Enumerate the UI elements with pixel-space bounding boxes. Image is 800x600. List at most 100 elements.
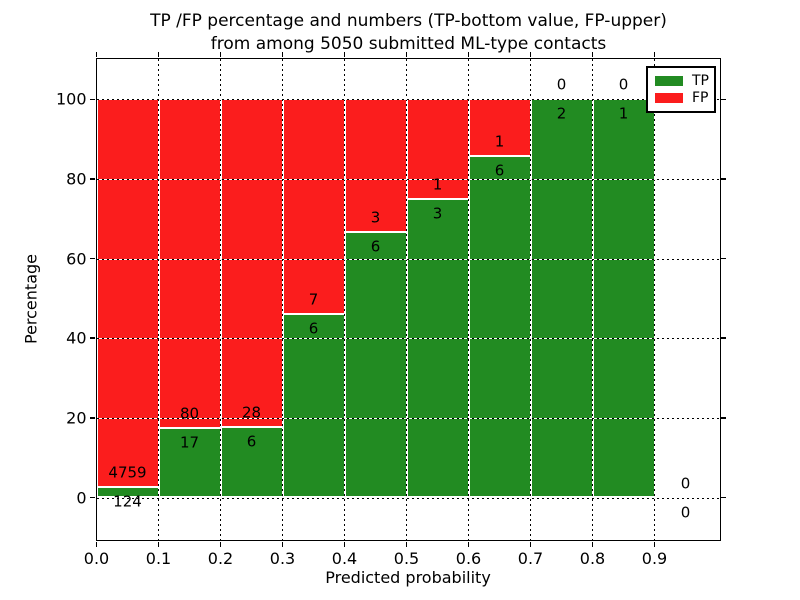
x-tick-mark (343, 541, 346, 547)
fp-bar-segment (158, 99, 221, 428)
y-tick-label: 0 (76, 488, 87, 507)
fp-bar-segment (282, 99, 345, 314)
tp-color-swatch (655, 76, 683, 86)
x-tick-mark-top (219, 52, 222, 57)
x-tick-mark (405, 541, 408, 547)
x-tick-mark-top (591, 52, 594, 57)
chart-title: TP /FP percentage and numbers (TP-bottom… (97, 10, 720, 56)
fp-count-label: 7 (308, 290, 319, 309)
x-tick-mark-top (467, 52, 470, 57)
x-tick-mark-top (281, 52, 284, 57)
y-tick-label: 100 (55, 89, 87, 109)
x-tick-mark (95, 541, 98, 547)
gridline-vertical (406, 58, 407, 540)
y-tick-mark (90, 496, 95, 499)
x-tick-label: 0.9 (641, 549, 668, 568)
gridline-horizontal (96, 258, 720, 260)
tp-count-label: 3 (432, 204, 443, 223)
tp-bar-segment (406, 198, 469, 498)
y-tick-mark-right (721, 178, 726, 180)
tp-bar-segment (282, 313, 345, 498)
y-tick-mark (90, 337, 95, 339)
y-tick-mark-right (721, 257, 726, 260)
x-tick-label: 0.6 (455, 549, 482, 568)
y-tick-mark (90, 257, 95, 260)
x-tick-mark-top (95, 52, 98, 57)
gridline-vertical (530, 58, 531, 540)
tp-count-label: 6 (246, 432, 257, 451)
x-tick-mark (467, 541, 470, 547)
tp-count-label: 124 (113, 492, 142, 511)
x-tick-label: 0.1 (145, 549, 172, 568)
y-tick-mark (90, 178, 95, 180)
fp-count-label: 0 (680, 474, 691, 492)
x-tick-mark-top (529, 52, 532, 57)
tp-bar-segment (220, 427, 283, 498)
fp-count-label: 3 (370, 208, 381, 227)
tp-bar-segment (468, 156, 531, 498)
tp-count-label: 2 (556, 104, 567, 123)
tp-bar-segment (344, 232, 407, 498)
legend-entry-fp: FP (655, 90, 709, 106)
tp-bar-segment (592, 99, 655, 498)
x-tick-label: 0.7 (517, 549, 544, 568)
y-axis-label: Percentage (21, 254, 40, 345)
gridline-vertical (282, 58, 283, 540)
x-tick-mark (219, 541, 222, 547)
legend-label-tp: TP (692, 73, 709, 89)
legend: TP FP (646, 66, 716, 113)
tp-count-label: 6 (370, 237, 381, 256)
chart-title-line1: TP /FP percentage and numbers (TP-bottom… (150, 11, 667, 31)
tp-count-label: 6 (308, 319, 319, 338)
fp-count-label: 0 (556, 75, 567, 94)
x-tick-mark-top (653, 52, 656, 57)
x-tick-mark-top (405, 52, 408, 57)
gridline-vertical (158, 58, 159, 540)
gridline-horizontal (96, 338, 720, 340)
y-tick-mark-right (721, 417, 726, 419)
x-tick-mark (157, 541, 160, 547)
y-tick-label: 20 (66, 408, 87, 428)
y-tick-label: 40 (66, 328, 87, 348)
chart-title-line2: from among 5050 submitted ML-type contac… (210, 34, 607, 54)
legend-label-fp: FP (692, 90, 709, 106)
plot-area: Predicted probability Percentage 4759 124… (21, 52, 726, 587)
x-tick-mark-top (343, 52, 346, 57)
fp-count-label: 80 (179, 404, 200, 423)
y-tick-label: 80 (66, 169, 87, 189)
fp-bar-segment (220, 99, 283, 428)
x-tick-mark (529, 541, 532, 547)
gridline-vertical (654, 58, 655, 540)
x-tick-label: 0.0 (83, 549, 110, 568)
gridline-vertical (592, 58, 593, 540)
gridline-horizontal (96, 417, 720, 419)
fp-count-label: 1 (494, 132, 505, 151)
gridline-horizontal (96, 99, 720, 101)
tp-count-label: 1 (618, 104, 629, 123)
y-tick-mark-right (721, 496, 726, 499)
x-tick-mark (591, 541, 594, 547)
legend-entry-tp: TP (655, 73, 709, 89)
y-tick-mark-right (721, 337, 726, 339)
fp-count-label: 28 (241, 403, 262, 422)
y-tick-mark-right (721, 98, 726, 101)
x-tick-label: 0.4 (331, 549, 358, 568)
fp-bar-segment (96, 99, 159, 488)
y-tick-mark (90, 98, 95, 101)
fp-bar-segment (468, 99, 531, 157)
x-tick-mark (281, 541, 284, 547)
x-tick-mark (653, 541, 656, 547)
fp-count-label: 0 (618, 75, 629, 94)
tp-count-label: 17 (179, 433, 200, 452)
x-tick-mark-top (157, 52, 160, 57)
x-tick-label: 0.3 (269, 549, 296, 568)
gridline-vertical (468, 58, 469, 540)
y-tick-label: 60 (66, 249, 87, 269)
fp-count-label: 4759 (108, 463, 147, 482)
gridline-horizontal (96, 178, 720, 180)
x-tick-label: 0.2 (207, 549, 234, 568)
gridline-horizontal (96, 497, 720, 499)
y-tick-mark (90, 417, 95, 419)
tp-count-label: 0 (680, 503, 691, 521)
